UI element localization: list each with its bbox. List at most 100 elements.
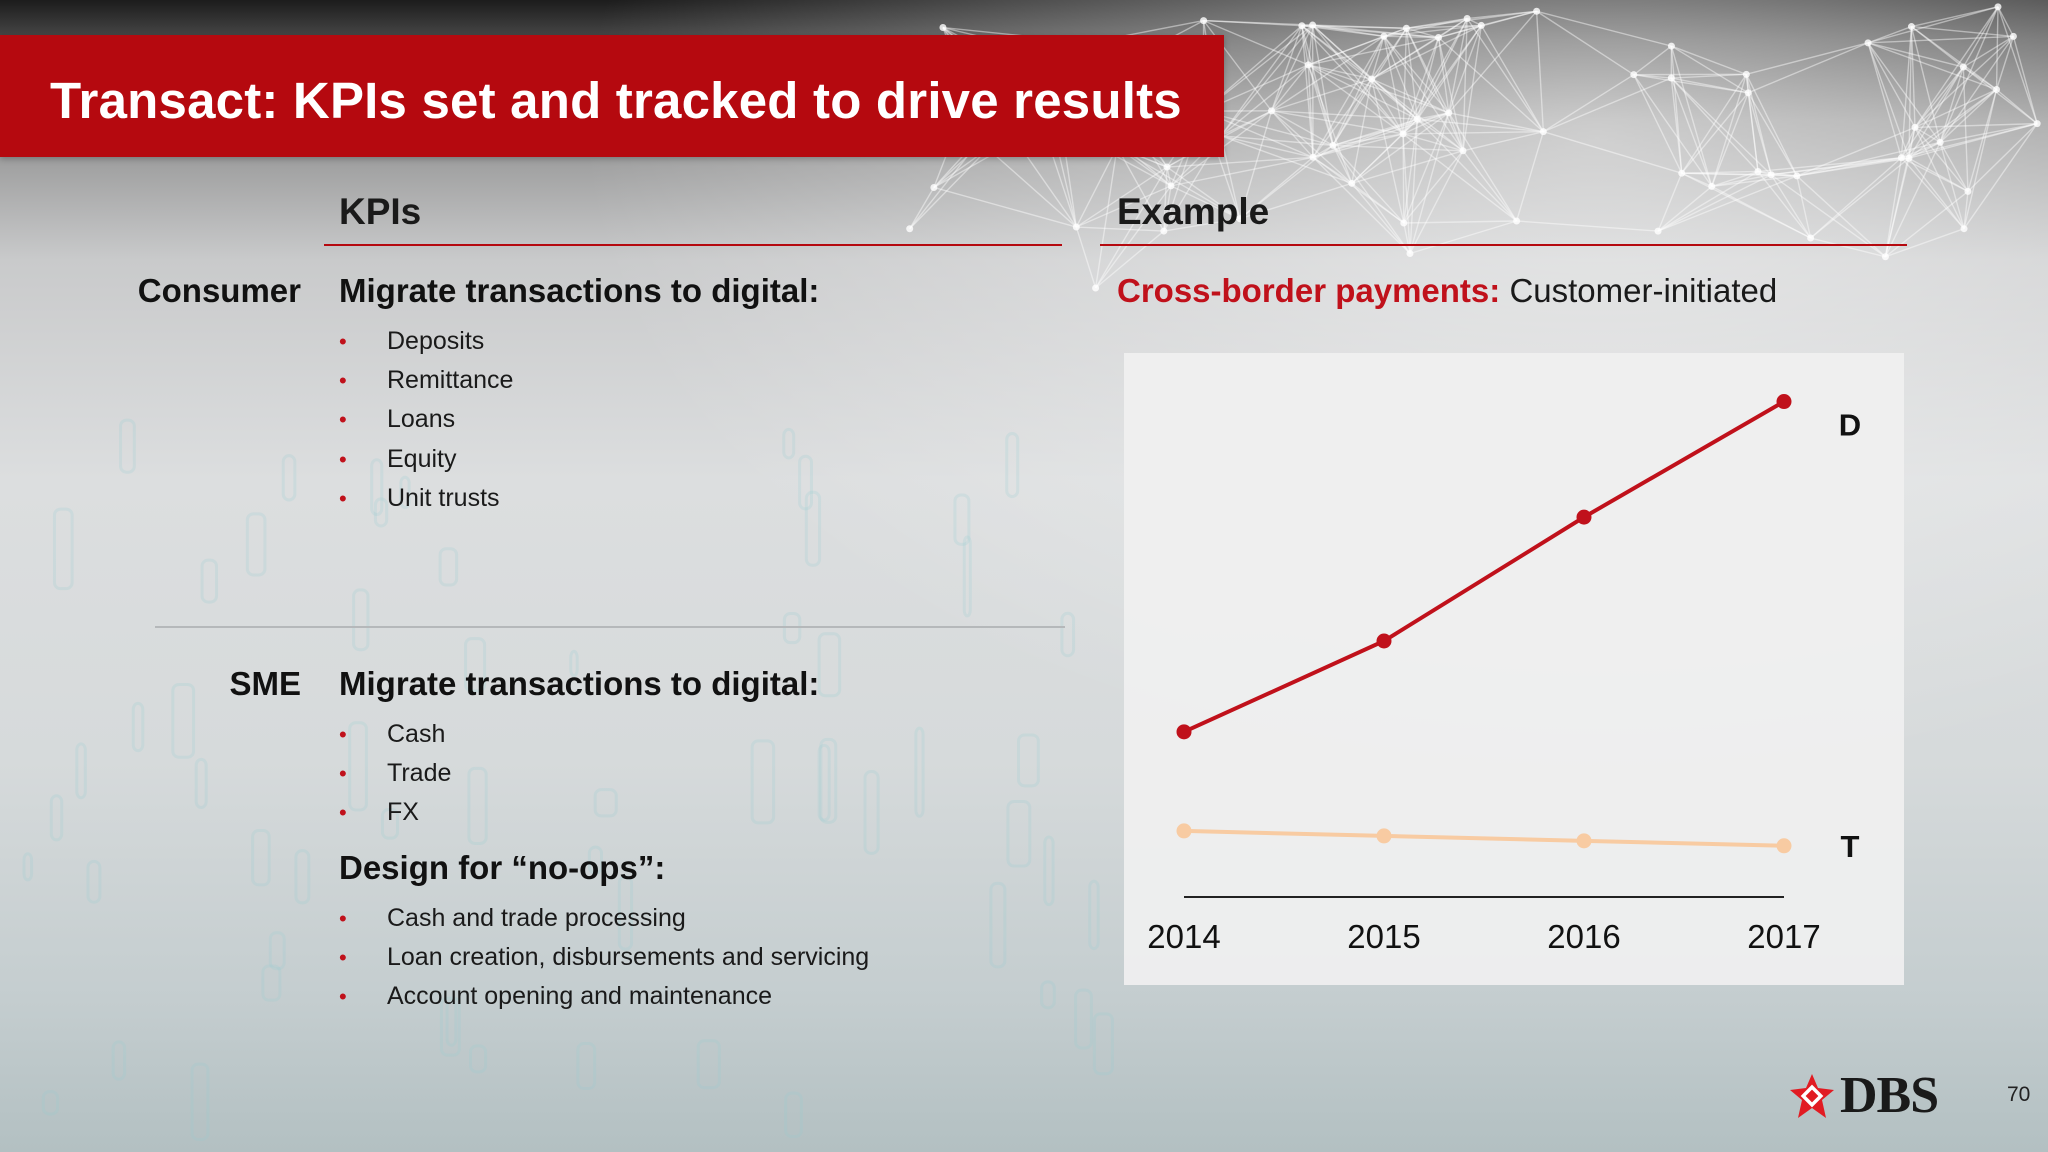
binary-digit-shape	[962, 535, 972, 618]
network-link	[1312, 24, 1418, 120]
network-link	[1867, 42, 1964, 68]
network-link	[1271, 35, 1385, 112]
bullet-dot: •	[339, 984, 347, 1010]
binary-digit-shape	[782, 611, 802, 645]
example-description: Customer-initiated	[1509, 272, 1778, 309]
network-node	[1167, 182, 1175, 190]
network-link	[1911, 25, 1997, 91]
network-link	[1901, 157, 1969, 193]
sme-noops-list: • Cash and trade processing • Loan creation…	[339, 899, 869, 1017]
sme-label: SME	[229, 665, 301, 702]
network-link	[1417, 118, 1544, 133]
list-item: • Trade	[339, 754, 451, 793]
network-link	[1312, 35, 1385, 158]
network-link	[1810, 157, 1910, 239]
network-link	[1747, 42, 1869, 94]
network-link	[1867, 42, 1916, 128]
network-link	[1962, 35, 2014, 68]
network-link	[1438, 37, 1544, 133]
network-link	[1312, 156, 1353, 184]
network-link	[1371, 78, 1464, 152]
network-link	[1542, 74, 1635, 133]
network-link	[1312, 24, 1439, 39]
list-item: • Deposits	[339, 322, 513, 361]
network-link	[1462, 18, 1468, 151]
network-link	[1308, 27, 1407, 66]
network-link	[1868, 35, 2014, 44]
list-item-label: Trade	[387, 759, 452, 788]
network-link	[987, 148, 1077, 228]
network-link	[1681, 73, 1747, 174]
network-link	[1995, 36, 2015, 90]
consumer-label: Consumer	[137, 272, 301, 309]
network-node	[2009, 32, 2017, 40]
network-node	[1754, 167, 1762, 175]
network-node	[1881, 253, 1889, 261]
network-link	[1771, 174, 1797, 177]
network-link	[1908, 141, 1941, 159]
network-link	[1402, 133, 1411, 254]
x-tick-label: 2017	[1747, 918, 1820, 955]
binary-digit-shape	[119, 418, 136, 474]
network-link	[1402, 133, 1464, 152]
network-link	[1908, 122, 2038, 159]
network-link	[1462, 150, 1518, 222]
network-link	[1307, 64, 1418, 120]
network-node	[1459, 147, 1467, 155]
network-node	[1905, 154, 1913, 162]
network-link	[1796, 157, 1910, 177]
data-point	[1576, 833, 1592, 849]
network-link	[1301, 25, 1314, 158]
network-node	[1380, 32, 1388, 40]
binary-digit-shape	[1074, 988, 1093, 1050]
binary-digit-shape	[348, 721, 368, 812]
data-point	[1776, 838, 1792, 854]
network-link	[1867, 42, 1910, 159]
network-node	[1793, 172, 1801, 180]
network-link	[1220, 64, 1309, 137]
binary-digit-shape	[804, 490, 822, 567]
network-link	[1163, 218, 1240, 232]
network-link	[1220, 25, 1303, 137]
binary-digit-shape	[22, 852, 34, 882]
network-link	[1884, 142, 1941, 258]
network-link	[1371, 27, 1407, 80]
network-link	[1770, 174, 1812, 239]
network-link	[1914, 88, 1997, 129]
network-link	[1351, 182, 1411, 254]
network-link	[1914, 6, 1999, 128]
data-point	[1776, 394, 1792, 410]
network-link	[1202, 110, 1334, 147]
network-link	[1657, 175, 1798, 232]
network-link	[1163, 167, 1168, 232]
network-link	[1681, 172, 1811, 239]
network-link	[1670, 77, 1772, 176]
network-link	[1308, 36, 1439, 66]
binary-digit-shape	[1043, 835, 1055, 907]
network-link	[1448, 25, 1482, 114]
network-link	[1746, 42, 1869, 76]
network-link	[1670, 77, 1759, 172]
network-node	[930, 183, 938, 191]
network-link	[1671, 45, 1749, 94]
list-item: • Cash	[339, 715, 451, 754]
binary-digit-shape	[268, 931, 286, 971]
network-link	[1914, 66, 1964, 128]
network-link	[1867, 6, 1999, 44]
network-link	[1307, 64, 1314, 158]
network-link	[1711, 185, 1811, 239]
network-node	[1513, 217, 1521, 225]
network-link	[1908, 157, 1969, 193]
network-node	[1897, 154, 1905, 162]
network-link	[1220, 135, 1314, 158]
network-link	[1220, 110, 1272, 137]
network-link	[1220, 135, 1353, 184]
binary-digit-shape	[281, 454, 297, 502]
network-link	[1170, 156, 1314, 187]
network-link	[1867, 42, 1941, 143]
example-subtitle: Cross-border payments: Customer-initiate…	[1117, 272, 1777, 310]
network-link	[1711, 170, 1759, 188]
bullet-dot: •	[339, 945, 347, 971]
network-node	[939, 24, 947, 32]
network-link	[1371, 78, 1404, 135]
